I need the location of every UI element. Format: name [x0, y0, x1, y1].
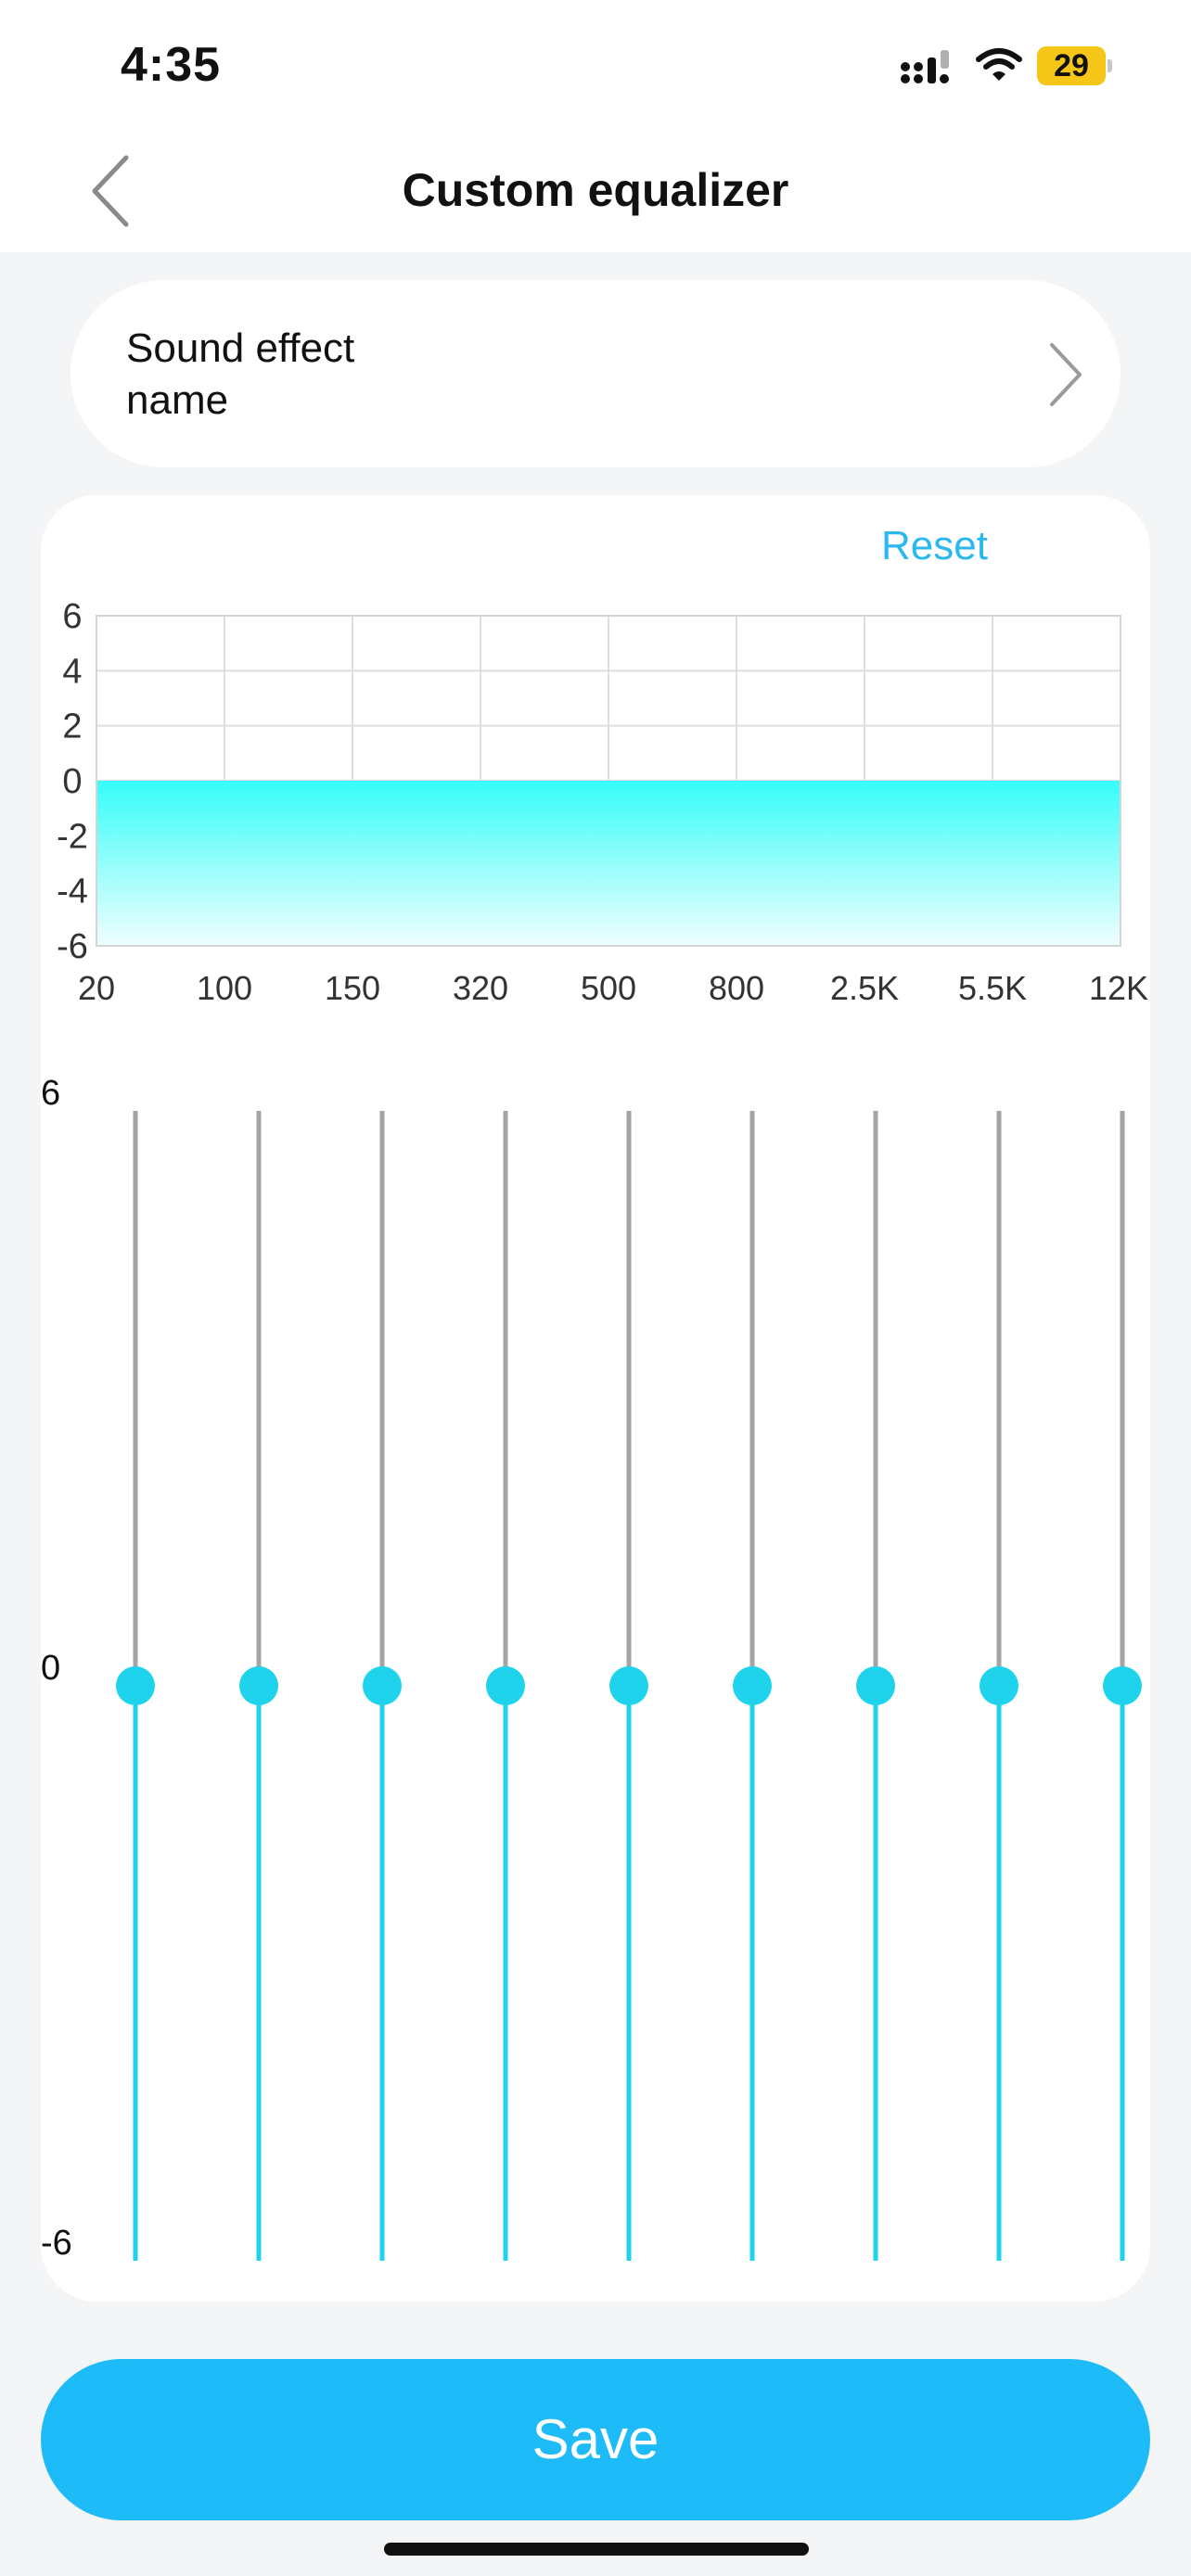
graph-x-tick: 320: [453, 969, 508, 1007]
save-button[interactable]: Save: [41, 2359, 1150, 2520]
sound-effect-name-row[interactable]: Sound effect name: [70, 280, 1121, 467]
eq-response-area: [96, 781, 1121, 946]
graph-y-tick: 0: [62, 762, 82, 801]
slider-knob[interactable]: [609, 1666, 648, 1705]
graph-y-tick: 2: [62, 708, 82, 746]
signal-icon: [901, 50, 949, 83]
slider-knob[interactable]: [856, 1666, 895, 1705]
band-slider-12K[interactable]: [1103, 1111, 1142, 2261]
battery-body: [1037, 46, 1106, 85]
band-slider-500[interactable]: [609, 1111, 648, 2261]
slider-knob[interactable]: [980, 1666, 1018, 1705]
nav-bar: Custom equalizer: [0, 130, 1191, 252]
band-slider-100[interactable]: [239, 1111, 278, 2261]
graph-x-tick: 500: [581, 969, 636, 1007]
graph-x-tick: 800: [709, 969, 764, 1007]
wifi-icon: [976, 48, 1022, 81]
graph-x-tick: 5.5K: [958, 969, 1027, 1007]
slider-knob[interactable]: [239, 1666, 278, 1705]
graph-y-tick: -6: [57, 927, 88, 966]
slider-knob[interactable]: [486, 1666, 525, 1705]
page-title: Custom equalizer: [402, 164, 789, 216]
band-slider-5.5K[interactable]: [980, 1111, 1018, 2261]
equalizer-panel: Reset 6 4 2 0 -2 -4 -6 20 100 150 320 500 800 2.5K 5.…: [41, 495, 1150, 2302]
battery-level: 29: [1054, 48, 1089, 83]
chevron-left-icon: [92, 155, 129, 227]
band-sliders: [116, 1111, 1142, 2261]
battery-tip: [1108, 59, 1112, 72]
band-slider-2.5K[interactable]: [856, 1111, 895, 2261]
slider-scale-min: -6: [41, 2224, 72, 2263]
slider-scale-mid: 0: [41, 1649, 61, 1688]
status-time: 4:35: [121, 38, 222, 92]
band-slider-20[interactable]: [116, 1111, 155, 2261]
slider-knob[interactable]: [733, 1666, 772, 1705]
slider-scale-max: 6: [41, 1074, 61, 1113]
graph-y-tick: 6: [62, 597, 82, 636]
chevron-right-icon: [1050, 343, 1082, 406]
graph-y-tick: -4: [57, 873, 88, 912]
band-slider-150[interactable]: [363, 1111, 402, 2261]
band-slider-320[interactable]: [486, 1111, 525, 2261]
back-button[interactable]: [74, 152, 148, 230]
graph-x-tick: 12K: [1089, 969, 1148, 1007]
graph-x-tick: 20: [78, 969, 115, 1007]
band-slider-800[interactable]: [733, 1111, 772, 2261]
graph-y-tick: -2: [57, 817, 88, 856]
graph-x-tick: 2.5K: [830, 969, 899, 1007]
sound-effect-name-label: Sound effect name: [126, 325, 355, 423]
reset-button[interactable]: Reset: [881, 523, 988, 568]
slider-knob[interactable]: [116, 1666, 155, 1705]
graph-x-tick: 100: [197, 969, 252, 1007]
slider-knob[interactable]: [363, 1666, 402, 1705]
home-indicator: [384, 2543, 809, 2556]
graph-y-tick: 4: [62, 652, 82, 691]
battery-icon: 29: [1037, 46, 1112, 85]
status-bar: 4:35 29: [0, 0, 1191, 130]
slider-knob[interactable]: [1103, 1666, 1142, 1705]
graph-x-tick: 150: [325, 969, 380, 1007]
